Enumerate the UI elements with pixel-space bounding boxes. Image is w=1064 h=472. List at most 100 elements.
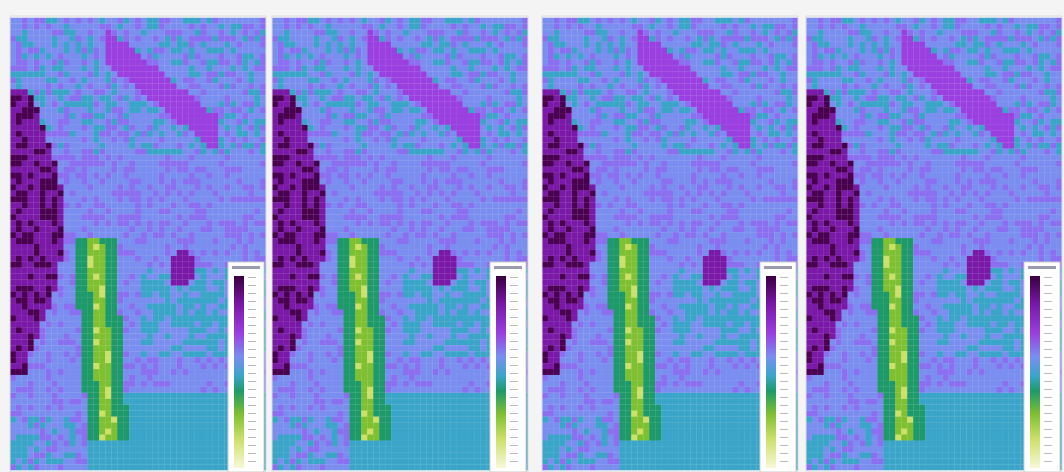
legend-tick-line [248, 381, 256, 382]
legend-colorbar [766, 276, 776, 468]
legend-tick-line [780, 397, 788, 398]
legend-tick-line [510, 357, 518, 358]
legend-tick-line [1044, 293, 1052, 294]
legend-tick-line [1044, 373, 1052, 374]
legend-tick-line [780, 373, 788, 374]
legend-tick-line [780, 293, 788, 294]
legend-tick-line [248, 349, 256, 350]
legend-tick-line [248, 333, 256, 334]
legend-tick-line [248, 413, 256, 414]
legend-tick-line [510, 365, 518, 366]
legend-tick-line [248, 293, 256, 294]
legend-tick-line [248, 461, 256, 462]
legend-box [760, 262, 796, 472]
legend-tick-line [510, 429, 518, 430]
legend-tick-line [510, 301, 518, 302]
legend-tick-line [780, 445, 788, 446]
legend-tick-line [780, 277, 788, 278]
legend-box [228, 262, 264, 472]
legend-tick-line [248, 405, 256, 406]
legend-tick-line [248, 301, 256, 302]
legend-tick-line [1044, 389, 1052, 390]
legend-tick-line [780, 309, 788, 310]
legend-tick-line [510, 437, 518, 438]
legend-tick-line [780, 429, 788, 430]
legend-tick-line [780, 301, 788, 302]
legend-tick-line [248, 397, 256, 398]
legend-tick-line [510, 445, 518, 446]
legend-tick-line [780, 389, 788, 390]
legend-title-line [232, 266, 260, 269]
legend-tick-line [248, 357, 256, 358]
legend-title-line [764, 266, 792, 269]
legend-box [1024, 262, 1060, 472]
legend-tick-line [248, 373, 256, 374]
legend-tick-line [780, 405, 788, 406]
legend-tick-line [510, 277, 518, 278]
legend-tick-line [510, 349, 518, 350]
legend-tick-line [510, 285, 518, 286]
legend-tick-line [1044, 285, 1052, 286]
legend-tick-line [780, 285, 788, 286]
legend-tick-line [248, 437, 256, 438]
legend-tick-line [248, 421, 256, 422]
legend-tick-line [1044, 325, 1052, 326]
legend-tick-line [510, 317, 518, 318]
legend-tick-line [1044, 317, 1052, 318]
legend-tick-line [1044, 349, 1052, 350]
legend-tick-line [248, 277, 256, 278]
legend-tick-line [248, 429, 256, 430]
legend-tick-line [1044, 397, 1052, 398]
legend-tick-line [780, 413, 788, 414]
legend-tick-line [510, 341, 518, 342]
legend-tick-line [1044, 437, 1052, 438]
legend-tick-line [1044, 381, 1052, 382]
legend-tick-line [1044, 357, 1052, 358]
legend-tick-line [248, 317, 256, 318]
legend-tick-line [1044, 341, 1052, 342]
legend-tick-line [1044, 333, 1052, 334]
map-panels [0, 0, 1064, 472]
legend-tick-line [510, 405, 518, 406]
legend-tick-line [780, 461, 788, 462]
legend-tick-line [1044, 453, 1052, 454]
legend-tick-line [510, 373, 518, 374]
legend-tick-line [1044, 461, 1052, 462]
legend-tick-line [1044, 405, 1052, 406]
legend-tick-line [1044, 309, 1052, 310]
legend-colorbar [496, 276, 506, 468]
legend-box [490, 262, 526, 472]
legend-tick-line [510, 413, 518, 414]
legend-tick-line [510, 397, 518, 398]
legend-tick-line [1044, 421, 1052, 422]
legend-tick-line [780, 341, 788, 342]
legend-tick-line [510, 333, 518, 334]
legend-tick-line [1044, 301, 1052, 302]
legend-tick-line [510, 309, 518, 310]
legend-tick-line [1044, 277, 1052, 278]
legend-tick-line [248, 389, 256, 390]
legend-tick-line [780, 437, 788, 438]
legend-tick-line [510, 453, 518, 454]
legend-tick-line [510, 421, 518, 422]
legend-colorbar [1030, 276, 1040, 468]
legend-tick-line [248, 453, 256, 454]
legend-tick-line [248, 341, 256, 342]
legend-tick-line [1044, 429, 1052, 430]
legend-tick-line [780, 317, 788, 318]
legend-title-line [494, 266, 522, 269]
legend-tick-line [780, 333, 788, 334]
legend-tick-line [780, 357, 788, 358]
legend-tick-line [510, 461, 518, 462]
legend-tick-line [780, 349, 788, 350]
legend-tick-line [1044, 445, 1052, 446]
legend-tick-line [510, 325, 518, 326]
legend-tick-line [780, 365, 788, 366]
legend-tick-line [510, 381, 518, 382]
legend-tick-line [780, 325, 788, 326]
legend-tick-line [248, 445, 256, 446]
legend-tick-line [780, 453, 788, 454]
legend-title-line [1028, 266, 1056, 269]
legend-tick-line [1044, 365, 1052, 366]
legend-tick-line [248, 325, 256, 326]
